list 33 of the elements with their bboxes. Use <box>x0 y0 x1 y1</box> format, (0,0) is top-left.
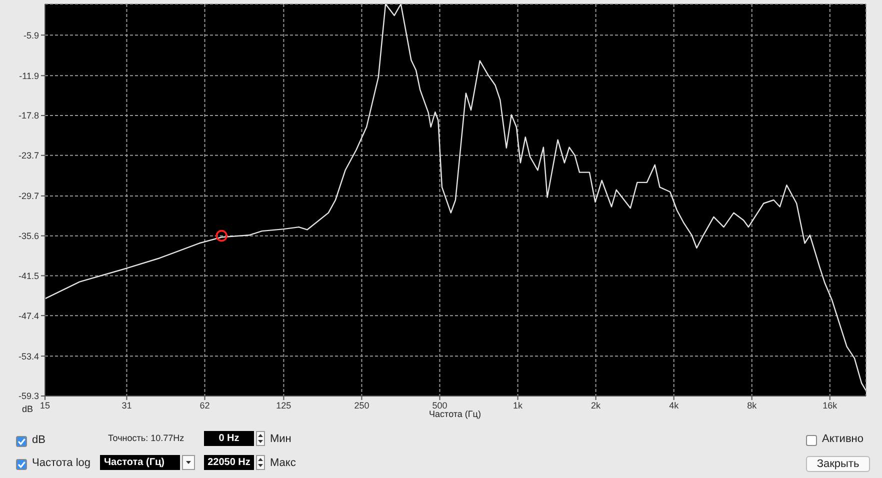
y-tick-label: -35.6 <box>18 231 39 242</box>
y-tick-label: -17.8 <box>18 110 39 121</box>
text: 0 Hz <box>204 431 254 446</box>
y-tick-label: -29.7 <box>18 191 39 202</box>
x-tick-label: 1k <box>513 400 524 410</box>
x-tick-label: 4k <box>669 400 680 410</box>
x-tick-label: 125 <box>276 400 292 410</box>
text: Частота log <box>32 457 91 469</box>
text: Закрыть <box>816 458 860 470</box>
y-tick-label: -11.9 <box>19 70 39 81</box>
x-tick-label: 16k <box>822 400 838 410</box>
x-tick-label: 500 <box>432 400 448 410</box>
text: Макс <box>270 457 296 469</box>
x-tick-label: 62 <box>200 400 210 410</box>
y-tick-label: -23.7 <box>18 150 39 161</box>
x-tick-label: 250 <box>354 400 370 410</box>
y-tick-label: -47.4 <box>18 310 39 321</box>
x-axis-title: Частота (Гц) <box>429 409 481 419</box>
x-tick-label: 31 <box>122 400 132 410</box>
y-tick-label: -53.4 <box>18 351 39 362</box>
text: Активно <box>822 433 864 445</box>
text: Точность: 10.77Hz <box>108 433 184 443</box>
y-tick-label: -41.5 <box>18 270 39 281</box>
x-tick-label: 15 <box>40 400 50 410</box>
text: Частота (Гц) <box>100 455 180 470</box>
x-tick-label: 2k <box>591 400 602 410</box>
text: Мин <box>270 433 292 445</box>
x-tick-label: 8k <box>747 400 758 410</box>
text: 22050 Hz <box>204 455 254 470</box>
y-tick-label: -59.3 <box>18 391 39 402</box>
text: dB <box>32 434 46 446</box>
y-axis-title: dB <box>22 404 34 414</box>
y-tick-label: -5.9 <box>23 30 39 40</box>
